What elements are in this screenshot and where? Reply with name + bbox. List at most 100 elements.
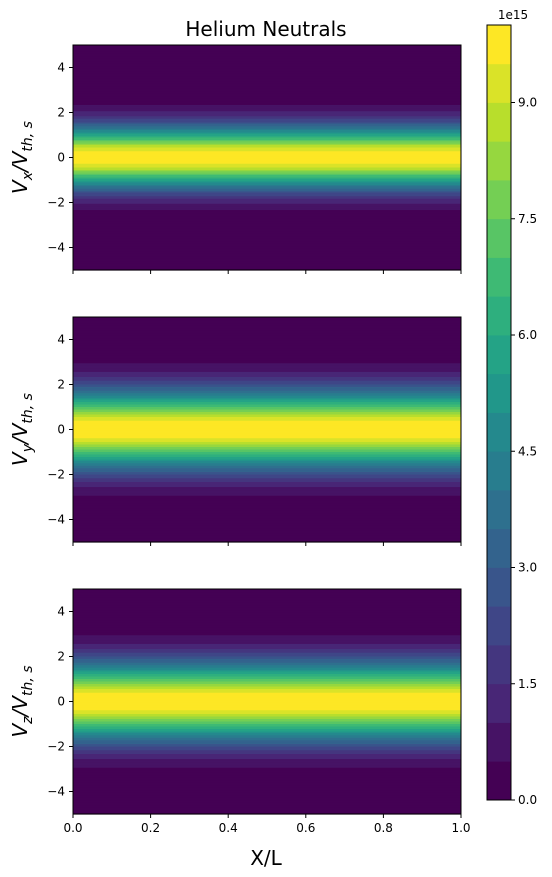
contour-band bbox=[73, 533, 461, 536]
contour-band bbox=[73, 637, 461, 640]
x-tick-label: 0.6 bbox=[296, 821, 315, 835]
contour-band bbox=[73, 482, 461, 484]
contour-band bbox=[73, 609, 461, 611]
y-tick-label: −4 bbox=[47, 513, 65, 527]
contour-band bbox=[73, 671, 461, 674]
contour-band bbox=[73, 72, 461, 75]
contour-band bbox=[73, 772, 461, 775]
contour-band bbox=[73, 735, 461, 738]
contour-band bbox=[73, 515, 461, 518]
contour-band bbox=[73, 809, 461, 811]
contour-band bbox=[73, 329, 461, 332]
contour-band bbox=[73, 675, 461, 678]
contour-band bbox=[73, 354, 461, 357]
contour-band bbox=[73, 47, 461, 50]
colorbar-frame bbox=[486, 24, 512, 801]
contour-band bbox=[73, 352, 461, 354]
contour-band bbox=[73, 131, 461, 134]
contour-band bbox=[73, 246, 461, 249]
contour-band bbox=[73, 402, 461, 404]
contour-band bbox=[73, 509, 461, 512]
contour-band bbox=[73, 664, 461, 666]
contour-band bbox=[73, 46, 461, 49]
colorbar-tick-label: 0.0 bbox=[518, 793, 537, 807]
contour-band bbox=[73, 200, 461, 202]
contour-band bbox=[73, 115, 461, 117]
contour-band bbox=[73, 662, 461, 665]
contour-band bbox=[73, 241, 461, 244]
contour-band bbox=[73, 767, 461, 770]
contour-band bbox=[73, 524, 461, 527]
contour-band bbox=[73, 205, 461, 207]
contour-band bbox=[73, 619, 461, 621]
chart-title: Helium Neutrals bbox=[185, 17, 346, 41]
contour-band bbox=[73, 156, 461, 159]
contour-band bbox=[73, 57, 461, 60]
contour-band bbox=[73, 171, 461, 174]
contour-band bbox=[73, 52, 461, 55]
contour-band bbox=[73, 247, 461, 250]
contour-band bbox=[73, 785, 461, 788]
contour-band bbox=[73, 373, 461, 376]
contour-band bbox=[73, 730, 461, 733]
contour-band bbox=[73, 233, 461, 236]
contour-band bbox=[73, 173, 461, 176]
contour-band bbox=[73, 645, 461, 648]
colorbar-level bbox=[487, 25, 511, 65]
contour-band bbox=[73, 470, 461, 473]
contour-band bbox=[73, 682, 461, 685]
contour-band bbox=[73, 67, 461, 70]
contour-band bbox=[73, 176, 461, 179]
x-axis-label: X/L bbox=[250, 846, 282, 870]
contour-band bbox=[73, 811, 461, 814]
contour-band bbox=[73, 626, 461, 629]
contour-band bbox=[73, 122, 461, 125]
contour-band bbox=[73, 103, 461, 106]
contour-band bbox=[73, 641, 461, 644]
contour-band bbox=[73, 635, 461, 638]
contour-band bbox=[73, 181, 461, 184]
contour-band bbox=[73, 95, 461, 97]
contour-band bbox=[73, 145, 461, 147]
contour-band bbox=[73, 539, 461, 542]
contour-band bbox=[73, 527, 461, 529]
contour-band bbox=[73, 399, 461, 402]
contour-band bbox=[73, 512, 461, 514]
contour-band bbox=[73, 420, 461, 423]
contour-band bbox=[73, 507, 461, 509]
contour-band bbox=[73, 196, 461, 199]
contour-band bbox=[73, 187, 461, 190]
contour-band bbox=[73, 467, 461, 469]
contour-band bbox=[73, 161, 461, 164]
contour-band bbox=[73, 528, 461, 531]
contour-band bbox=[73, 364, 461, 367]
contour-band bbox=[73, 260, 461, 262]
contour-band bbox=[73, 83, 461, 86]
contour-band bbox=[73, 123, 461, 126]
contour-band bbox=[73, 400, 461, 403]
contour-band bbox=[73, 136, 461, 139]
contour-band bbox=[73, 150, 461, 152]
contour-band bbox=[73, 677, 461, 680]
contour-band bbox=[73, 517, 461, 519]
contour-band bbox=[73, 706, 461, 709]
contour-band bbox=[73, 112, 461, 115]
contour-band bbox=[73, 765, 461, 768]
contour-band bbox=[73, 741, 461, 744]
contour-band bbox=[73, 133, 461, 136]
contour-band bbox=[73, 428, 461, 431]
y-tick-label: 2 bbox=[57, 378, 65, 392]
contour-band bbox=[73, 63, 461, 66]
colorbar-level bbox=[487, 373, 511, 413]
contour-band bbox=[73, 672, 461, 675]
contour-band bbox=[73, 771, 461, 774]
contour-band bbox=[73, 591, 461, 594]
contour-band bbox=[73, 332, 461, 334]
x-tick-label: 0.0 bbox=[63, 821, 82, 835]
contour-band bbox=[73, 68, 461, 71]
contour-band bbox=[73, 328, 461, 331]
y-tick-label: 0 bbox=[57, 151, 65, 165]
contour-band bbox=[73, 257, 461, 260]
contour-band bbox=[73, 183, 461, 186]
colorbar-level bbox=[487, 683, 511, 723]
